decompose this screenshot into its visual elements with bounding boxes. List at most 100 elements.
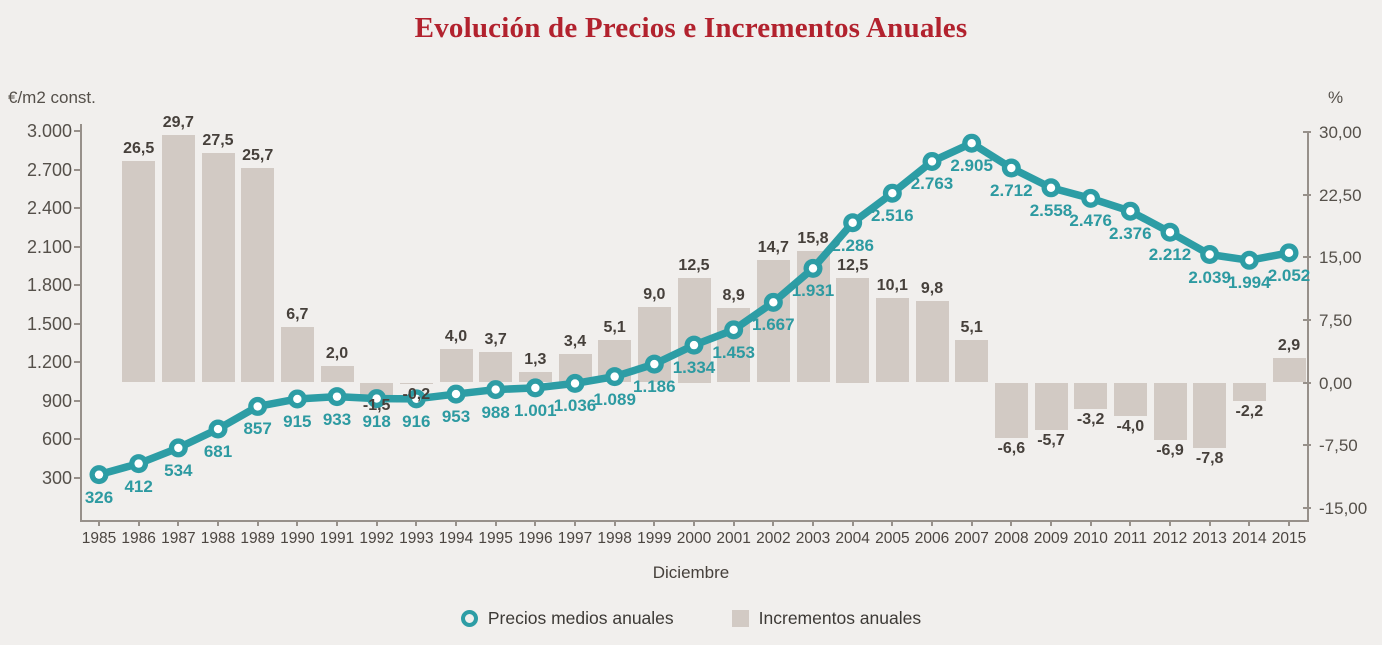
bar-value-label: -5,7 <box>1037 432 1065 450</box>
price-value-label: 1.186 <box>633 377 676 397</box>
bar-swatch-icon <box>731 610 749 627</box>
x-axis-tick <box>336 520 338 526</box>
bar-value-label: 14,7 <box>757 238 789 256</box>
legend-item-bar: Incrementos anuales <box>731 608 922 629</box>
x-axis-tick <box>772 520 775 526</box>
x-axis-tick <box>534 520 537 526</box>
left-axis-tick-label: 600 <box>41 429 72 450</box>
price-point-marker-center <box>570 379 580 388</box>
bar-value-label: -0,2 <box>402 386 431 404</box>
x-axis-year-label: 2014 <box>1232 530 1267 547</box>
right-axis-tick <box>1303 318 1311 321</box>
x-axis-tick <box>256 520 259 526</box>
price-point-marker-center <box>412 394 421 404</box>
x-axis-tick <box>98 520 100 526</box>
price-point-marker-center <box>134 459 143 468</box>
price-value-label: 2.558 <box>1029 200 1073 220</box>
bar-value-label: 29,7 <box>162 113 194 131</box>
x-axis-tick <box>1169 520 1171 526</box>
price-point-marker-center <box>451 389 461 399</box>
legend-item-line: Precios medios anuales <box>460 608 674 629</box>
price-value-label: 326 <box>84 487 114 507</box>
price-point-marker-center <box>213 424 223 434</box>
x-axis-tick <box>177 520 180 526</box>
legend-line-label: Precios medios anuales <box>487 608 674 628</box>
price-point-marker-center <box>1086 194 1095 203</box>
bar <box>201 153 235 383</box>
bar-value-label: 15,8 <box>797 229 829 247</box>
bar-value-label: -3,2 <box>1076 411 1105 429</box>
bar-value-label: 9,0 <box>643 286 666 304</box>
price-point-marker-center <box>372 394 381 403</box>
price-value-label: 412 <box>124 476 153 496</box>
bar-value-label: -7,8 <box>1195 449 1224 467</box>
price-value-label: 2.052 <box>1267 265 1311 285</box>
price-value-label: 2.763 <box>910 174 954 194</box>
x-axis-tick <box>455 520 457 526</box>
bar <box>1272 358 1306 383</box>
right-axis-tick-label: 15,00 <box>1319 248 1362 268</box>
price-value-label: 2.212 <box>1148 245 1192 265</box>
bar-value-label: 12,5 <box>837 257 869 275</box>
bar <box>994 382 1028 438</box>
x-axis-tick <box>931 520 933 526</box>
x-axis-year-label: 1996 <box>518 530 553 547</box>
price-point-marker-center <box>1245 256 1254 265</box>
bar <box>1232 382 1266 401</box>
line-marker-icon <box>460 610 478 627</box>
bar-value-label: 6,7 <box>286 305 309 323</box>
price-point-marker-center <box>967 139 976 148</box>
bar-value-label: 4,0 <box>444 328 468 346</box>
price-value-label: 1.994 <box>1228 273 1271 293</box>
price-point-marker-center <box>1007 163 1016 173</box>
bar <box>320 365 354 383</box>
right-axis-tick-label: -7,50 <box>1319 436 1358 456</box>
x-axis-year-label: 2008 <box>994 530 1029 547</box>
price-point-marker-center <box>1205 250 1214 259</box>
bar <box>399 382 433 385</box>
left-axis-tick-label: 900 <box>41 390 72 411</box>
legend-bar-label: Incrementos anuales <box>758 608 922 628</box>
bar <box>1113 382 1147 416</box>
left-axis-tick <box>74 438 82 441</box>
bar <box>955 339 989 383</box>
price-value-label: 681 <box>203 442 233 462</box>
x-axis-year-label: 2001 <box>716 530 751 547</box>
price-point-marker-center <box>848 218 857 227</box>
left-axis-tick <box>74 168 82 171</box>
price-value-label: 1.931 <box>791 281 835 301</box>
x-axis-year-label: 1999 <box>637 530 672 547</box>
x-axis-year-label: 1994 <box>438 530 474 547</box>
x-axis-tick <box>851 520 854 526</box>
bar-value-label: 3,4 <box>563 333 587 351</box>
price-value-label: 857 <box>243 419 272 439</box>
right-axis-unit-label: % <box>1328 88 1344 107</box>
x-axis-year-label: 1992 <box>359 530 394 547</box>
price-value-label: 953 <box>441 407 471 427</box>
x-axis-tick <box>1288 520 1290 526</box>
x-axis-tick <box>375 520 378 526</box>
left-axis-tick-label: 1.200 <box>26 352 72 373</box>
bar-value-label: 26,5 <box>123 140 155 158</box>
x-axis-year-label: 2005 <box>875 530 910 547</box>
price-value-label: 534 <box>164 460 193 480</box>
right-axis-tick <box>1303 256 1311 259</box>
left-axis-tick-label: 1.500 <box>26 313 72 334</box>
x-axis-year-label: 1991 <box>319 530 355 547</box>
x-axis-tick <box>415 520 418 526</box>
bar-value-label: 5,1 <box>603 318 626 336</box>
right-axis-tick-label: -15,00 <box>1319 498 1368 518</box>
price-point-marker-center <box>293 394 302 404</box>
price-value-label: 1.334 <box>672 358 716 378</box>
x-axis-tick <box>1089 520 1092 526</box>
price-point-marker-center <box>1126 206 1135 216</box>
x-axis-year-label: 1997 <box>557 530 593 547</box>
price-point-marker-center <box>174 443 183 453</box>
x-axis-tick <box>137 520 140 526</box>
left-axis-tick-label: 3.000 <box>26 121 72 141</box>
bar-value-label: 2,9 <box>1277 337 1301 355</box>
price-point-marker-center <box>610 372 619 381</box>
x-axis-tick <box>613 520 616 526</box>
x-axis-year-label: 1985 <box>81 530 117 547</box>
